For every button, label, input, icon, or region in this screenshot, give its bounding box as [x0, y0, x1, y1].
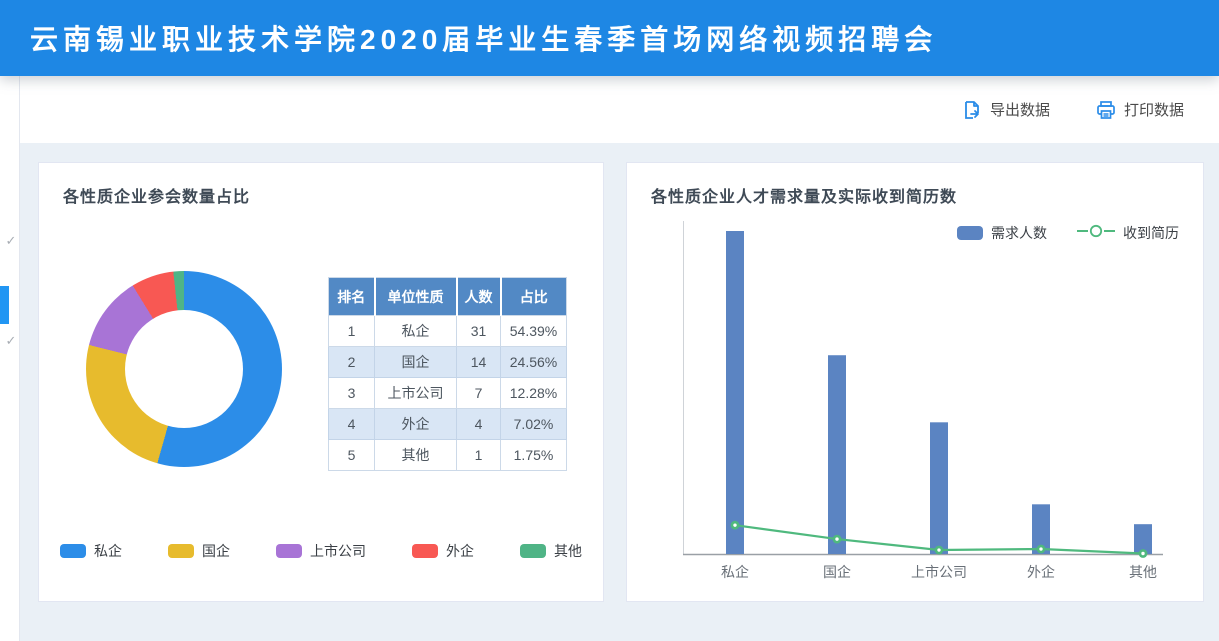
page-title: 云南锡业职业技术学院2020届毕业生春季首场网络视频招聘会 — [30, 24, 938, 55]
table-header-row: 排名 单位性质 人数 占比 — [328, 277, 567, 316]
table-head: 排名 单位性质 人数 占比 — [328, 277, 567, 316]
legend-label: 外企 — [446, 543, 474, 559]
legend-item-demand[interactable]: 需求人数 — [957, 223, 1047, 243]
legend-item-4[interactable]: 外企 — [412, 541, 474, 561]
table-cell: 国企 — [374, 346, 457, 378]
app-header: 云南锡业职业技术学院2020届毕业生春季首场网络视频招聘会 — [0, 0, 1219, 76]
table-header-cell: 占比 — [500, 277, 567, 316]
legend-swatch — [276, 544, 302, 558]
bar-series-swatch — [957, 226, 983, 240]
table-header-cell: 单位性质 — [374, 277, 458, 316]
bar-上市公司 — [930, 422, 948, 554]
category-label: 上市公司 — [911, 564, 967, 580]
right-card-title: 各性质企业人才需求量及实际收到简历数 — [651, 189, 958, 206]
table-cell: 外企 — [374, 408, 457, 440]
legend-swatch — [60, 544, 86, 558]
legend-label: 需求人数 — [991, 225, 1047, 241]
bar-其他 — [1134, 524, 1152, 554]
export-data-button[interactable]: 导出数据 — [962, 99, 1050, 120]
line-marker-center — [1141, 551, 1145, 556]
line-marker-center — [835, 537, 839, 541]
donut-hole — [125, 310, 243, 428]
active-nav-indicator[interactable] — [0, 286, 9, 324]
ranking-table: 排名 单位性质 人数 占比 1 私企 31 54.39% 2 国企 14 24.56% 3 上市公司 7 1… — [328, 277, 567, 471]
table-cell: 2 — [328, 346, 375, 378]
table-cell: 其他 — [374, 439, 457, 471]
legend-label: 上市公司 — [310, 543, 366, 559]
legend-item-3[interactable]: 上市公司 — [276, 541, 366, 561]
bar-国企 — [828, 355, 846, 554]
category-label: 其他 — [1129, 564, 1157, 580]
side-rail: ✓ ✓ — [0, 76, 20, 641]
table-header-cell: 排名 — [328, 277, 376, 316]
table-cell: 31 — [456, 315, 501, 347]
table-body: 1 私企 31 54.39% 2 国企 14 24.56% 3 上市公司 7 12.28% 4 外企 4 7.… — [328, 315, 567, 471]
category-label: 私企 — [721, 564, 749, 580]
table-row: 3 上市公司 7 12.28% — [328, 377, 567, 409]
table-cell: 1.75% — [500, 439, 567, 471]
table-row: 2 国企 14 24.56% — [328, 346, 567, 378]
table-cell: 54.39% — [500, 315, 567, 347]
line-marker-center — [937, 548, 941, 552]
table-cell: 4 — [328, 408, 375, 440]
table-cell: 5 — [328, 439, 375, 471]
table-row: 1 私企 31 54.39% — [328, 315, 567, 347]
legend-label: 收到简历 — [1123, 225, 1179, 241]
table-cell: 14 — [456, 346, 501, 378]
print-label: 打印数据 — [1123, 102, 1184, 119]
export-icon — [962, 100, 982, 120]
print-data-button[interactable]: 打印数据 — [1096, 99, 1184, 120]
bar-私企 — [726, 231, 744, 554]
legend-item-1[interactable]: 私企 — [60, 541, 122, 561]
legend-item-2[interactable]: 国企 — [168, 541, 230, 561]
legend-swatch — [168, 544, 194, 558]
legend-item-resume[interactable]: 收到简历 — [1077, 223, 1179, 243]
table-cell: 7.02% — [500, 408, 567, 440]
table-cell: 12.28% — [500, 377, 567, 409]
main-content: 各性质企业参会数量占比 排名 单位性质 人数 占比 1 私企 31 54.39% 2 国企 14 2… — [20, 143, 1219, 641]
legend-swatch — [412, 544, 438, 558]
printer-icon — [1096, 100, 1116, 120]
check-icon: ✓ — [5, 233, 17, 248]
line-series-marker-icon — [1077, 224, 1115, 243]
line-marker-center — [1039, 547, 1043, 551]
table-cell: 3 — [328, 377, 375, 409]
table-cell: 1 — [328, 315, 375, 347]
legend-label: 私企 — [94, 543, 122, 559]
pie-legend: 私企 国企 上市公司 外企 其他 — [39, 541, 603, 561]
demand-resume-card: 各性质企业人才需求量及实际收到简历数 私企 国企 上市公司 外企 其他 需求人数 收到简… — [626, 162, 1204, 602]
table-header-cell: 人数 — [456, 277, 502, 316]
table-cell: 24.56% — [500, 346, 567, 378]
legend-item-5[interactable]: 其他 — [520, 541, 582, 561]
table-cell: 1 — [456, 439, 501, 471]
legend-circle — [1089, 224, 1103, 237]
line-marker-center — [733, 523, 737, 527]
bar-chart-svg: 私企 国企 上市公司 外企 其他 — [683, 221, 1163, 580]
bar-外企 — [1032, 504, 1050, 554]
donut-chart — [86, 271, 282, 467]
toolbar: 导出数据 打印数据 — [0, 76, 1219, 143]
table-cell: 上市公司 — [374, 377, 457, 409]
table-cell: 私企 — [374, 315, 457, 347]
table-row: 4 外企 4 7.02% — [328, 408, 567, 440]
export-label: 导出数据 — [989, 102, 1050, 119]
legend-swatch — [520, 544, 546, 558]
table-row: 5 其他 1 1.75% — [328, 439, 567, 471]
check-icon: ✓ — [5, 333, 17, 348]
legend-label: 其他 — [554, 543, 582, 559]
table-cell: 4 — [456, 408, 501, 440]
table-cell: 7 — [456, 377, 501, 409]
category-label: 国企 — [823, 564, 851, 580]
category-label: 外企 — [1027, 564, 1055, 580]
participation-ratio-card: 各性质企业参会数量占比 排名 单位性质 人数 占比 1 私企 31 54.39% 2 国企 14 2… — [38, 162, 604, 602]
legend-label: 国企 — [202, 543, 230, 559]
left-card-title: 各性质企业参会数量占比 — [63, 189, 251, 206]
bar-chart-legend: 需求人数 收到简历 — [957, 223, 1179, 243]
